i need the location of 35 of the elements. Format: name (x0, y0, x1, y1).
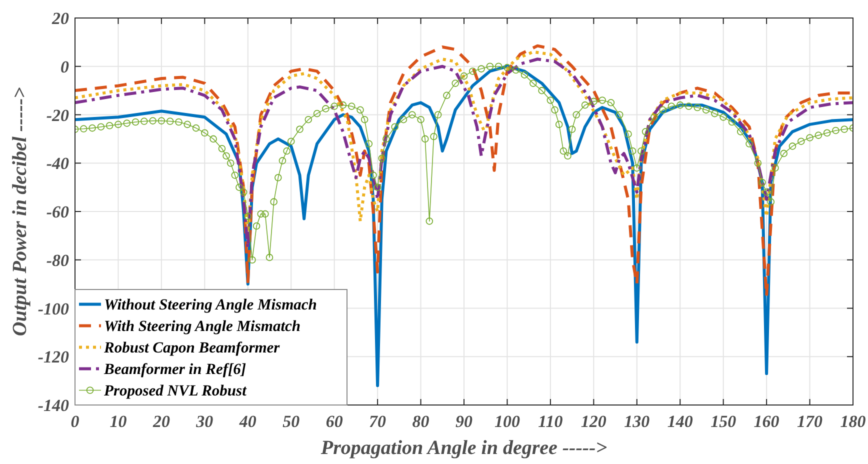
legend-label: Robust Capon Beamformer (103, 339, 281, 356)
legend-label: Without Steering Angle Mismach (104, 296, 317, 314)
x-tick-label: 140 (667, 412, 694, 431)
x-tick-label: 50 (282, 412, 300, 431)
y-tick-label: -40 (46, 154, 70, 174)
y-tick-label: -140 (38, 396, 70, 415)
y-axis-title: Output Power in decibel -----> (9, 86, 31, 336)
x-tick-label: 60 (326, 412, 344, 431)
y-tick-label: -20 (46, 106, 70, 125)
x-tick-label: 130 (624, 412, 650, 431)
y-tick-label: -120 (38, 348, 70, 367)
x-tick-label: 30 (195, 412, 214, 431)
y-tick-label: -100 (38, 299, 70, 318)
x-tick-label: 120 (580, 412, 607, 431)
x-tick-label: 10 (110, 412, 128, 431)
line-series (75, 44, 853, 298)
x-tick-label: 180 (840, 412, 866, 431)
legend-label: Proposed NVL Robust (104, 382, 248, 400)
x-tick-label: 170 (797, 412, 824, 431)
y-tick-label: -80 (46, 250, 70, 270)
x-tick-label: 100 (494, 412, 520, 431)
y-tick-label: -60 (46, 202, 70, 222)
x-tick-label: 160 (754, 412, 780, 431)
legend-label: Beamformer in Ref[6] (103, 360, 246, 378)
legend-label: With Steering Angle Mismatch (104, 318, 301, 335)
x-tick-label: 70 (369, 412, 387, 431)
x-tick-label: 80 (412, 412, 430, 431)
x-tick-label: 150 (710, 412, 737, 431)
y-tick-label: 0 (60, 57, 70, 76)
x-axis-title: Propagation Angle in degree -----> (320, 437, 608, 459)
x-tick-label: 90 (456, 412, 473, 431)
x-tick-label: 40 (238, 412, 257, 431)
y-tick-label: 20 (51, 9, 70, 28)
x-tick-label: 20 (152, 412, 170, 431)
x-tick-label: 110 (538, 412, 564, 431)
